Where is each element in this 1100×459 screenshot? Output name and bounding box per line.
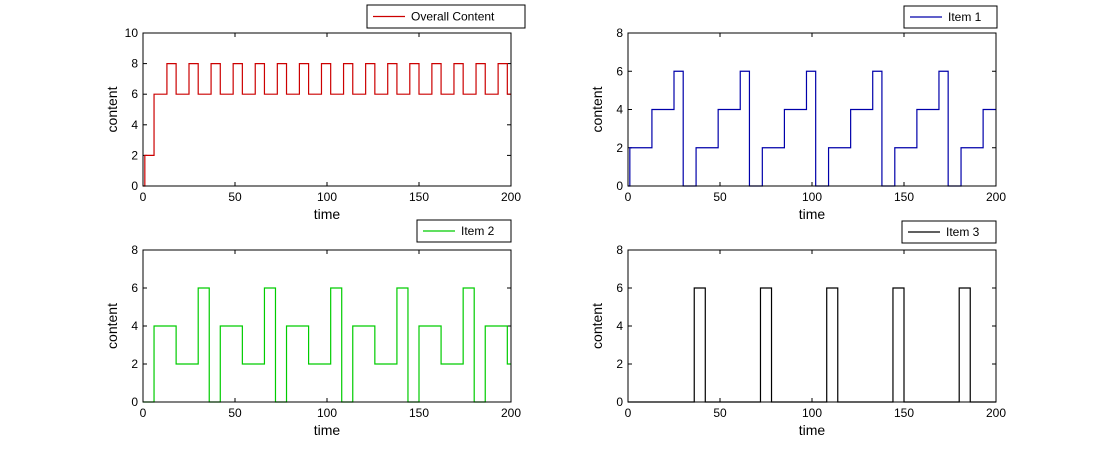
legend-label: Item 3 [946,225,980,239]
y-tick-label: 4 [616,103,623,117]
x-tick-label: 150 [894,406,914,420]
y-tick-label: 6 [131,87,138,101]
x-tick-label: 100 [802,190,822,204]
x-axis-label: time [314,206,341,222]
y-axis-label: content [104,303,120,349]
y-tick-label: 2 [616,141,623,155]
y-tick-label: 6 [616,64,623,78]
x-axis-label: time [314,422,341,438]
series-line-item-1 [628,70,996,187]
x-tick-label: 150 [409,406,429,420]
y-tick-label: 8 [616,243,623,257]
legend: Item 3 [901,220,997,244]
y-tick-label: 8 [131,57,138,71]
subplot-1: 0 50 100 150 200 0 2 4 6 8 10 time content Overall Co… [104,4,526,222]
series-line-item-2 [143,287,511,403]
legend-label: Item 2 [461,224,495,238]
x-tick-label: 200 [501,190,521,204]
axes-box [627,32,997,187]
y-tick-label: 6 [616,281,623,295]
series-line-overall-content [143,63,511,187]
legend: Overall Content [366,4,526,29]
x-tick-label: 200 [501,406,521,420]
x-tick-label: 50 [228,190,242,204]
subplot-3: 0 50 100 150 200 0 2 4 6 8 time content Item 2 [104,219,521,438]
y-tick-label: 8 [131,243,138,257]
y-tick-label: 2 [131,148,138,162]
x-tick-label: 50 [228,406,242,420]
subplot-2: 0 50 100 150 200 0 2 4 6 8 time content Item 1 [589,5,1006,222]
x-tick-label: 200 [986,406,1006,420]
y-tick-label: 0 [616,395,623,409]
y-tick-label: 0 [131,179,138,193]
y-tick-label: 2 [131,357,138,371]
x-tick-label: 0 [625,190,632,204]
x-tick-label: 0 [140,406,147,420]
x-tick-label: 150 [409,190,429,204]
y-axis-label: content [589,86,605,132]
y-tick-label: 8 [616,26,623,40]
axes-box [142,249,512,403]
plot-area [143,33,511,186]
y-tick-label: 4 [616,319,623,333]
x-axis-label: time [799,422,826,438]
x-tick-label: 100 [317,406,337,420]
y-tick-label: 0 [131,395,138,409]
x-axis-label: time [799,206,826,222]
plot-area [628,250,996,402]
y-tick-label: 0 [616,179,623,193]
series-line-item-3 [628,287,996,403]
legend-box [416,219,512,243]
y-tick-label: 6 [131,281,138,295]
legend-box [366,4,526,29]
axes-box [627,249,997,403]
legend: Item 2 [416,219,512,243]
x-tick-label: 100 [802,406,822,420]
plot-area [143,250,511,402]
legend-box [903,5,998,29]
axes-box [142,32,512,187]
x-tick-label: 0 [140,190,147,204]
y-axis-label: content [589,303,605,349]
x-tick-label: 150 [894,190,914,204]
legend-label: Overall Content [411,10,495,24]
x-tick-label: 100 [317,190,337,204]
y-tick-label: 2 [616,357,623,371]
x-tick-label: 0 [625,406,632,420]
subplot-4: 0 50 100 150 200 0 2 4 6 8 time content Item 3 [589,220,1006,438]
y-axis-label: content [104,86,120,132]
y-tick-label: 4 [131,319,138,333]
legend: Item 1 [903,5,998,29]
x-tick-label: 50 [713,406,727,420]
y-tick-label: 4 [131,118,138,132]
x-tick-label: 50 [713,190,727,204]
x-tick-label: 200 [986,190,1006,204]
legend-label: Item 1 [948,10,982,24]
y-tick-label: 10 [125,26,139,40]
legend-box [901,220,997,244]
